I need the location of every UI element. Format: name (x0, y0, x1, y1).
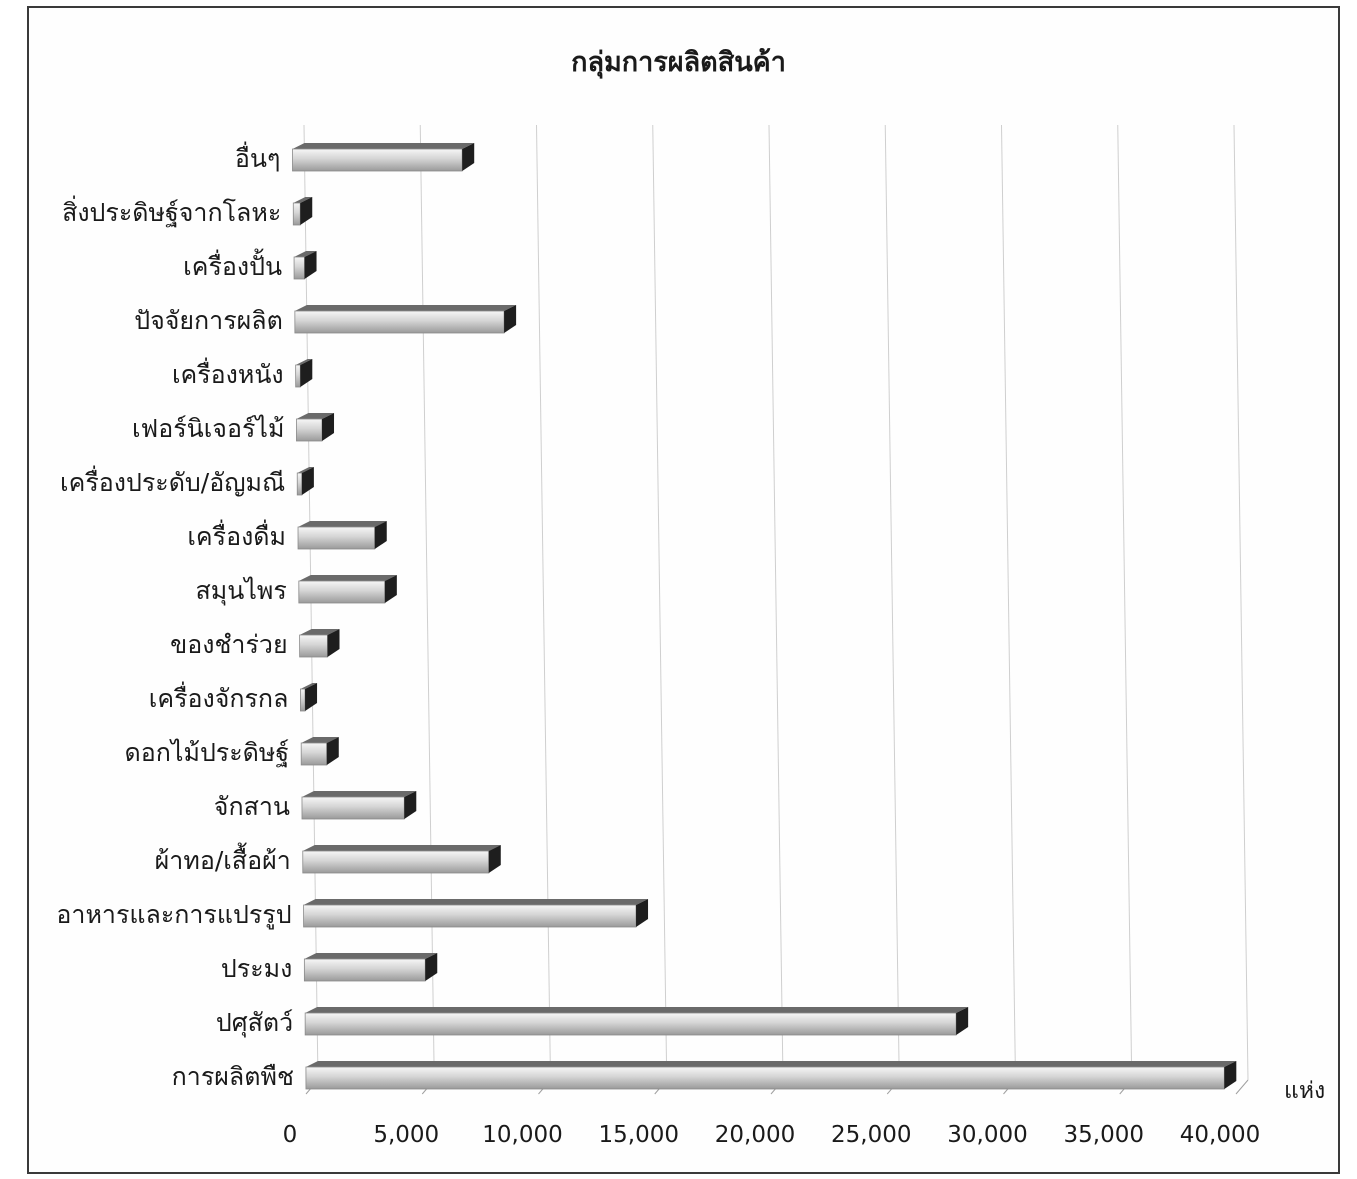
bar (301, 791, 417, 820)
grid-lines (303, 124, 1249, 1095)
tick-label: 20,000 (715, 1122, 795, 1148)
category-label: ประมง (221, 954, 292, 983)
grid-line (884, 124, 900, 1081)
tick-label: 10,000 (482, 1122, 562, 1148)
bar (302, 845, 501, 874)
bars (292, 143, 1237, 1090)
tick-label: 25,000 (831, 1122, 911, 1148)
category-label: เฟอร์นิเจอร์ไม้ (132, 414, 284, 443)
grid-line (419, 124, 435, 1081)
tick-label: 30,000 (947, 1122, 1027, 1148)
category-label: ดอกไม้ประดิษฐ์ (125, 738, 290, 767)
category-label: การผลิตพืช (172, 1062, 294, 1091)
category-label: เครื่องปั้น (183, 248, 282, 281)
grid-line (768, 124, 784, 1081)
tick-label: 40,000 (1180, 1122, 1260, 1148)
category-label: เครื่องจักรกล (149, 681, 289, 713)
bar (303, 953, 438, 982)
bar (304, 1007, 969, 1036)
category-label: ปศุสัตว์ (216, 1008, 293, 1038)
bar (300, 737, 339, 766)
bar (297, 521, 387, 550)
category-label: ของชำร่วย (170, 630, 287, 659)
chart-title: กลุ่มการผลิตสินค้า (571, 47, 786, 78)
bar (294, 305, 517, 334)
bar (292, 197, 313, 226)
bar (298, 575, 397, 604)
category-label: เครื่องดื่ม (187, 519, 286, 551)
bar (295, 359, 313, 388)
bar (303, 899, 649, 928)
chart-frame (27, 6, 1340, 1174)
category-label: ผ้าทอ/เสื้อผ้า (155, 842, 291, 875)
bar (293, 251, 317, 280)
floor-tick (1235, 1079, 1249, 1095)
category-label: อาหารและการแปรรูป (56, 900, 291, 930)
grid-line (1117, 124, 1133, 1081)
bar (296, 413, 335, 442)
bar (305, 1061, 1237, 1090)
grid-line (1001, 124, 1016, 1081)
tick-label: 35,000 (1064, 1122, 1144, 1148)
tick-label: 0 (283, 1122, 298, 1148)
category-label: สิ่งประดิษฐ์จากโลหะ (62, 195, 281, 227)
bar (296, 467, 314, 496)
category-label: สมุนไพร (196, 576, 287, 606)
tick-label: 15,000 (599, 1122, 679, 1148)
bar (299, 683, 318, 712)
grid-line (652, 124, 668, 1081)
category-label: จักสาน (214, 792, 290, 821)
bar (299, 629, 340, 658)
bar (292, 143, 475, 172)
x-axis-ticks: 0 5,000 10,000 15,000 20,000 25,000 30,000 35,0… (283, 1122, 1261, 1148)
grid-line (1233, 124, 1249, 1081)
unit-label: แห่ง (1284, 1078, 1325, 1104)
category-label: เครื่องหนัง (172, 357, 284, 389)
grid-line (536, 124, 551, 1081)
tick-label: 5,000 (373, 1122, 439, 1148)
category-labels: อื่นๆสิ่งประดิษฐ์จากโลหะเครื่องปั้นปัจจั… (56, 141, 294, 1091)
category-label: เครื่องประดับ/อัญมณี (60, 465, 285, 497)
category-label: อื่นๆ (235, 141, 281, 173)
category-label: ปัจจัยการผลิต (134, 306, 283, 335)
